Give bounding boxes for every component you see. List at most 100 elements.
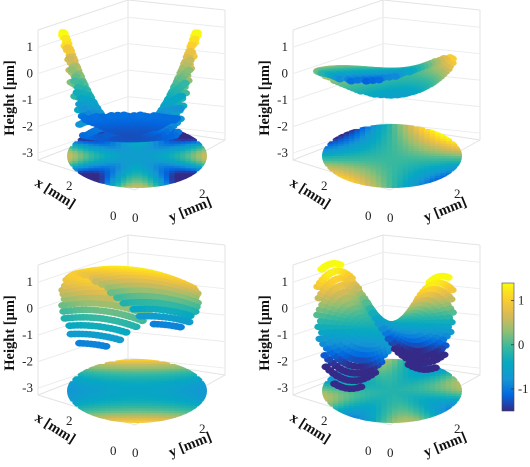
projection-cell xyxy=(413,158,420,162)
projection-cell xyxy=(435,168,442,172)
projection-cell xyxy=(435,131,442,135)
projection-cell xyxy=(180,133,187,138)
projection-cell xyxy=(72,160,79,165)
projection-cell xyxy=(375,183,383,187)
projection-cell xyxy=(142,168,149,172)
projection-cell xyxy=(386,173,393,177)
projection-cell xyxy=(93,160,101,165)
projection-cell xyxy=(365,418,372,422)
projection-cell xyxy=(185,151,192,155)
projection-cell xyxy=(185,158,192,162)
projection-cell xyxy=(169,413,176,417)
projection-cell xyxy=(408,393,415,397)
projection-cell xyxy=(120,168,128,172)
projection-cell xyxy=(440,393,447,397)
projection-cell xyxy=(332,395,339,400)
projection-cell xyxy=(93,373,101,378)
projection-cell xyxy=(180,163,187,167)
projection-cell xyxy=(169,175,176,179)
projection-cell xyxy=(88,170,95,175)
projection-cell xyxy=(142,175,149,179)
projection-cell xyxy=(110,156,117,160)
projection-cell xyxy=(93,408,101,412)
projection-cell xyxy=(418,165,426,170)
projection-cell xyxy=(343,393,350,397)
projection-cell xyxy=(338,391,345,395)
projection-cell xyxy=(190,403,198,407)
projection-cell xyxy=(83,378,90,382)
surface-patch xyxy=(180,79,190,87)
projection-cell xyxy=(126,178,133,182)
projection-cell xyxy=(451,146,458,150)
projection-cell xyxy=(429,133,436,138)
projection-cell xyxy=(418,381,426,385)
projection-cell xyxy=(392,138,399,143)
projection-cell xyxy=(381,386,388,390)
projection-cell xyxy=(413,383,420,387)
projection-cell xyxy=(445,170,453,175)
surface-patch xyxy=(129,305,139,313)
projection-cell xyxy=(174,156,181,160)
projection-cell xyxy=(456,146,462,150)
projection-cell xyxy=(429,151,436,155)
projection-cell xyxy=(445,398,453,402)
projection-cell xyxy=(137,163,144,167)
projection-cell xyxy=(322,160,329,165)
projection-cell xyxy=(440,381,447,385)
projection-cell xyxy=(142,371,149,375)
projection-cell xyxy=(142,415,149,419)
projection-cell xyxy=(174,363,181,368)
projection-cell xyxy=(88,408,95,412)
projection-cell xyxy=(456,395,462,400)
projection-cell xyxy=(110,160,117,165)
floor-projection xyxy=(322,124,462,188)
projection-cell xyxy=(440,386,447,390)
projection-cell xyxy=(429,163,436,167)
surface-patch xyxy=(62,44,72,52)
projection-cell xyxy=(354,393,361,397)
projection-cell xyxy=(153,368,160,373)
projection-cell xyxy=(386,151,393,155)
projection-cell xyxy=(83,391,90,395)
projection-cell xyxy=(359,408,366,412)
projection-cell xyxy=(402,403,409,407)
projection-cell xyxy=(370,128,377,133)
projection-cell xyxy=(440,141,447,145)
projection-cell xyxy=(120,403,128,407)
projection-cell xyxy=(120,415,128,419)
projection-cell xyxy=(386,148,393,152)
projection-cell xyxy=(104,391,111,395)
projection-cell xyxy=(83,376,90,380)
projection-cell xyxy=(456,156,462,160)
projection-cell xyxy=(190,371,198,375)
projection-cell xyxy=(397,153,404,157)
projection-cell xyxy=(397,156,404,160)
projection-cell xyxy=(435,151,442,155)
projection-cell xyxy=(196,398,203,402)
y-tick-label: 2 xyxy=(199,186,206,201)
projection-cell xyxy=(418,395,426,400)
projection-cell xyxy=(327,158,334,162)
projection-cell xyxy=(110,148,117,152)
projection-cell xyxy=(110,180,117,184)
surface-patch xyxy=(135,312,145,320)
projection-cell xyxy=(381,373,388,378)
projection-cell xyxy=(429,410,436,414)
projection-cell xyxy=(67,146,74,150)
projection-cell xyxy=(397,359,404,363)
projection-cell xyxy=(137,368,144,373)
projection-cell xyxy=(429,178,436,182)
projection-cell xyxy=(402,415,409,419)
projection-cell xyxy=(190,146,198,150)
projection-cell xyxy=(348,160,356,165)
projection-cell xyxy=(153,178,160,182)
projection-cell xyxy=(322,391,329,395)
projection-cell xyxy=(456,163,462,167)
projection-cell xyxy=(201,160,207,165)
projection-cell xyxy=(435,163,442,167)
projection-cell xyxy=(126,173,133,177)
projection-cell xyxy=(338,151,345,155)
projection-cell xyxy=(137,185,144,188)
projection-cell xyxy=(72,403,79,407)
projection-cell xyxy=(93,163,101,167)
